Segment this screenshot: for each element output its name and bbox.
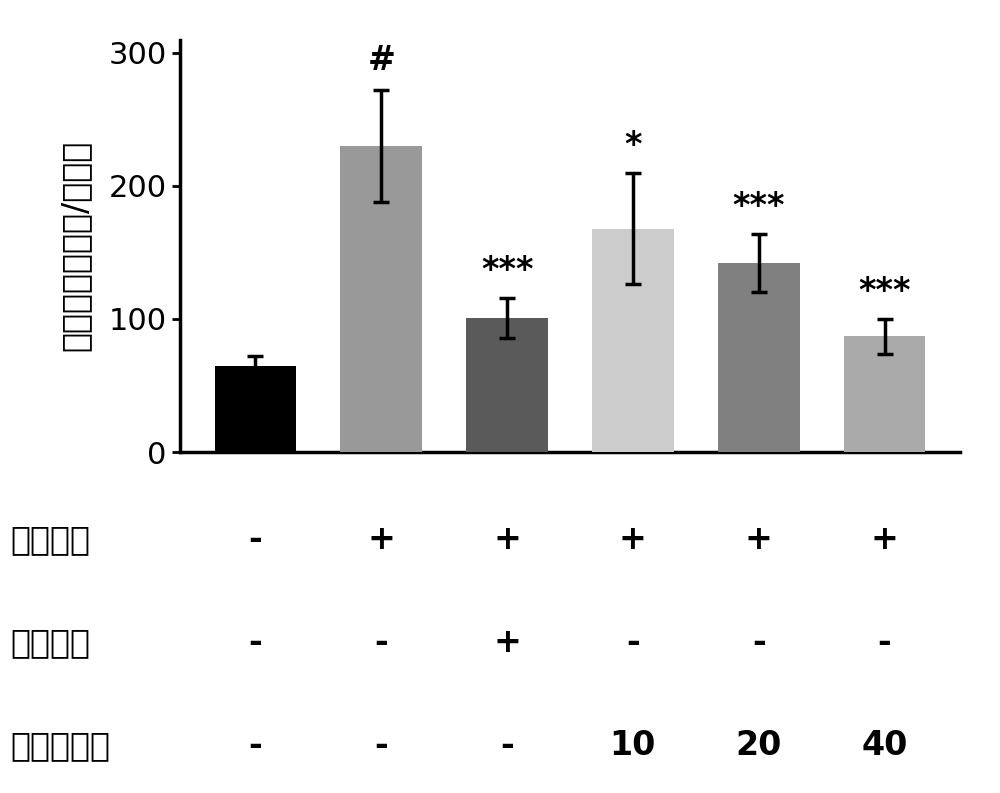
Bar [215, 366, 296, 452]
Text: -: - [249, 729, 262, 762]
Text: #: # [367, 44, 395, 77]
Text: +: + [871, 523, 898, 556]
Bar [718, 263, 800, 452]
Text: -: - [878, 626, 891, 659]
Bar [340, 146, 422, 452]
Text: 胆管结扎: 胆管结扎 [10, 523, 90, 556]
Text: -: - [374, 729, 388, 762]
Bar [844, 336, 925, 452]
Text: +: + [619, 523, 647, 556]
Text: ***: *** [858, 275, 911, 308]
Text: +: + [745, 523, 773, 556]
Text: ***: *** [481, 254, 533, 287]
Text: +: + [367, 523, 395, 556]
Bar [592, 228, 674, 452]
Text: 40: 40 [861, 729, 908, 762]
Text: *: * [624, 129, 642, 162]
Text: -: - [626, 626, 640, 659]
Text: 20: 20 [736, 729, 782, 762]
Y-axis label: 羟脯氨酸（纳克/毫升）: 羟脯氨酸（纳克/毫升） [59, 140, 92, 351]
Text: -: - [249, 626, 262, 659]
Text: 五味子醇乙: 五味子醇乙 [10, 729, 110, 762]
Text: 10: 10 [610, 729, 656, 762]
Text: ***: *** [732, 190, 785, 223]
Bar [466, 318, 548, 452]
Text: +: + [493, 523, 521, 556]
Text: -: - [500, 729, 514, 762]
Text: -: - [374, 626, 388, 659]
Text: 秋水仙碱: 秋水仙碱 [10, 626, 90, 659]
Text: -: - [752, 626, 766, 659]
Text: +: + [493, 626, 521, 659]
Text: -: - [249, 523, 262, 556]
